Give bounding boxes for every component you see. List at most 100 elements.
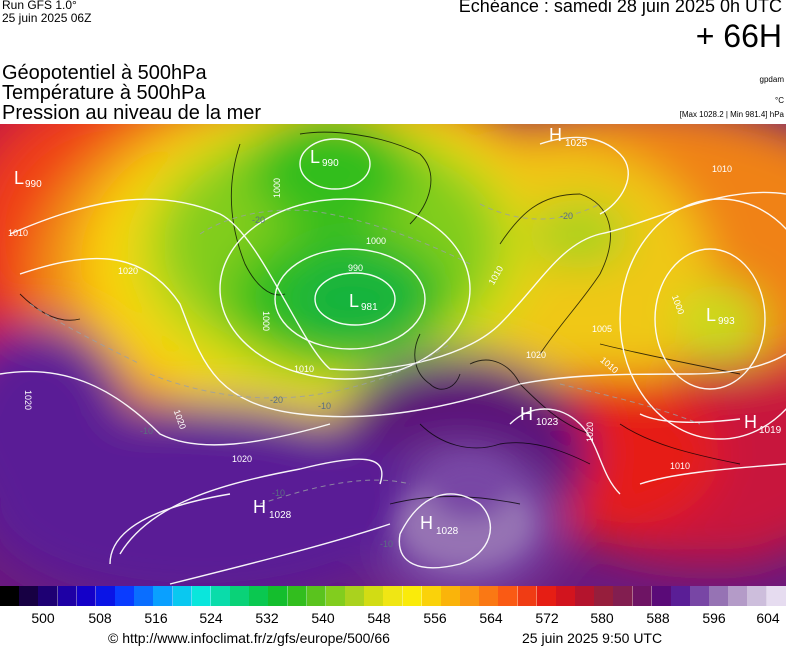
color-scale-swatch [115, 586, 135, 606]
scale-tick-label: 564 [479, 610, 503, 626]
svg-text:1028: 1028 [269, 510, 292, 521]
isobar-label: 1020 [526, 350, 546, 360]
color-scale-swatch [95, 586, 116, 606]
temperature-label: -10 [318, 401, 331, 411]
run-date: 25 juin 2025 06Z [2, 11, 92, 25]
temperature-label: -20 [270, 395, 283, 405]
color-scale-swatch [345, 586, 365, 606]
scale-tick-label: 524 [199, 610, 223, 626]
scale-tick-label: 548 [367, 610, 391, 626]
pressure-center-high: H 1025 [549, 125, 588, 149]
isobar-label: 1010 [8, 228, 28, 238]
color-scale-swatch [76, 586, 97, 606]
color-scale-swatch [0, 586, 20, 606]
temperature-label: -20 [560, 211, 573, 221]
pressure-center-high: H 1028 [420, 513, 459, 537]
isobar-label: 1020 [118, 266, 138, 276]
svg-text:1028: 1028 [436, 526, 459, 537]
color-scale-swatch [460, 586, 480, 606]
svg-text:990: 990 [322, 158, 339, 169]
svg-text:H: H [520, 404, 533, 424]
scale-tick-label: 596 [702, 610, 726, 626]
color-scale-swatch [575, 586, 595, 606]
color-scale-swatch [517, 586, 538, 606]
svg-text:H: H [420, 513, 433, 533]
scale-tick-label: 580 [590, 610, 614, 626]
color-scale-swatch [364, 586, 384, 606]
run-label: Run GFS 1.0° [2, 0, 77, 12]
color-scale-swatch [191, 586, 212, 606]
color-scale-swatch [421, 586, 442, 606]
color-scale-swatch [766, 586, 786, 606]
color-scale-swatch [19, 586, 39, 606]
isobar-label: 1010 [712, 164, 732, 174]
color-scale-swatch [709, 586, 730, 606]
color-scale-swatch [268, 586, 289, 606]
isobar-label: 1005 [592, 324, 612, 334]
svg-text:H: H [253, 497, 266, 517]
isobar-label: 1010 [670, 461, 690, 471]
temperature-label: -10 [272, 488, 285, 498]
field-geopotential: Géopotentiel à 500hPa [2, 62, 207, 84]
color-scale-swatch [402, 586, 423, 606]
field-temperature: Température à 500hPa [2, 82, 206, 104]
scale-tick-label: 516 [144, 610, 168, 626]
pressure-center-high: H 1028 [253, 497, 292, 521]
color-scale [0, 586, 786, 606]
color-scale-swatch [555, 586, 576, 606]
unit-geopotential: gpdam [759, 75, 784, 84]
pressure-center-low: L 990 [310, 147, 339, 169]
unit-temperature: °C [775, 96, 784, 105]
pressure-center-low: L 993 [706, 305, 735, 327]
color-scale-swatch [287, 586, 308, 606]
scale-tick-label: 532 [255, 610, 279, 626]
color-scale-swatch [38, 586, 59, 606]
color-scale-swatch [632, 586, 653, 606]
color-scale-swatch [728, 586, 749, 606]
color-scale-swatch [153, 586, 174, 606]
svg-text:990: 990 [25, 179, 42, 190]
color-scale-swatch [651, 586, 672, 606]
svg-text:1023: 1023 [536, 417, 559, 428]
scale-tick-label: 556 [423, 610, 447, 626]
color-scale-swatch [479, 586, 500, 606]
color-scale-swatch [134, 586, 154, 606]
pressure-center-low: L 990 [14, 168, 42, 190]
isobar-label: 1020 [585, 422, 595, 442]
scale-tick-label: 572 [535, 610, 559, 626]
scale-tick-label: 540 [311, 610, 335, 626]
pressure-center-low: L 981 [349, 291, 378, 313]
color-scale-swatch [670, 586, 691, 606]
svg-text:993: 993 [718, 316, 735, 327]
svg-text:H: H [549, 125, 562, 145]
isobar-label: 1010 [294, 364, 314, 374]
svg-text:1019: 1019 [759, 425, 782, 436]
isobar-label: 990 [348, 263, 363, 273]
weather-map: 1010 1020 1000 1000 990 1000 1010 1020 1… [0, 124, 786, 586]
scale-tick-label: 508 [88, 610, 112, 626]
source-url[interactable]: © http://www.infoclimat.fr/z/gfs/europe/… [108, 630, 390, 646]
temperature-label: -10 [380, 539, 393, 549]
temperature-label: -20 [252, 215, 265, 225]
isobar-label: 1000 [261, 311, 271, 331]
color-scale-swatch [306, 586, 327, 606]
echeance-label: Echéance : samedi 28 juin 2025 0h UTC [458, 0, 782, 16]
isobar-label: 1020 [232, 454, 252, 464]
field-pressure: Pression au niveau de la mer [2, 102, 262, 124]
svg-text:L: L [310, 147, 320, 167]
temperature-label: -10 [140, 426, 153, 436]
scale-tick-label: 588 [646, 610, 670, 626]
lead-time: + 66H [695, 18, 782, 54]
color-scale-swatch [498, 586, 519, 606]
color-scale-swatch [230, 586, 250, 606]
svg-text:1025: 1025 [565, 138, 588, 149]
color-scale-swatch [613, 586, 634, 606]
isobar-label: 1000 [272, 178, 282, 198]
isobar-label: 1020 [23, 390, 33, 410]
color-scale-swatch [57, 586, 78, 606]
pressure-center-high: H 1023 [520, 404, 559, 428]
color-scale-swatch [594, 586, 615, 606]
svg-text:L: L [14, 168, 24, 188]
color-scale-swatch [172, 586, 193, 606]
svg-text:981: 981 [361, 302, 378, 313]
